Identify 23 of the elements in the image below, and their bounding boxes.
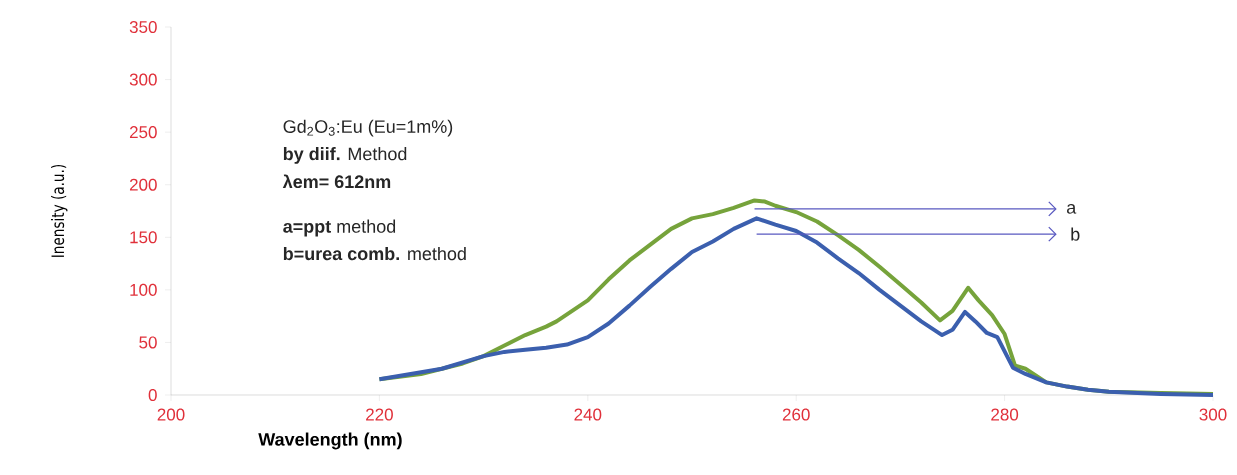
annotation: Gd$_{2}$O$_{3}$:Eu (Eu=1m%) [283,119,453,137]
x-tick-label: 240 [574,408,602,421]
x-tick-label: 260 [782,408,810,421]
y-tick-label: 50 [139,336,157,349]
y-tick-label: 300 [129,73,157,86]
y-tick-label: 150 [130,231,157,244]
y-tick-label: 200 [129,178,157,191]
annotation: b [1071,227,1080,241]
annotation: by diif. Method [283,147,407,164]
y-tick-label: 350 [129,20,157,34]
annotation: λem= 612nm [282,174,391,189]
x-tick-label: 200 [157,408,185,421]
y-tick-label: 100 [130,283,157,296]
annotation: b=urea comb. method [283,246,466,261]
x-tick-label: 280 [991,408,1019,421]
y-axis-title: Inensity (a.u.) [51,164,68,257]
y-tick-label: 250 [129,126,157,139]
annotation: a [1067,203,1077,214]
y-tick-label: 0 [148,388,157,402]
x-tick-label: 220 [366,408,393,421]
annotation: a=ppt method [283,219,396,237]
x-axis-title: Wavelength (nm) [258,432,402,450]
x-tick-label: 300 [1199,408,1227,421]
